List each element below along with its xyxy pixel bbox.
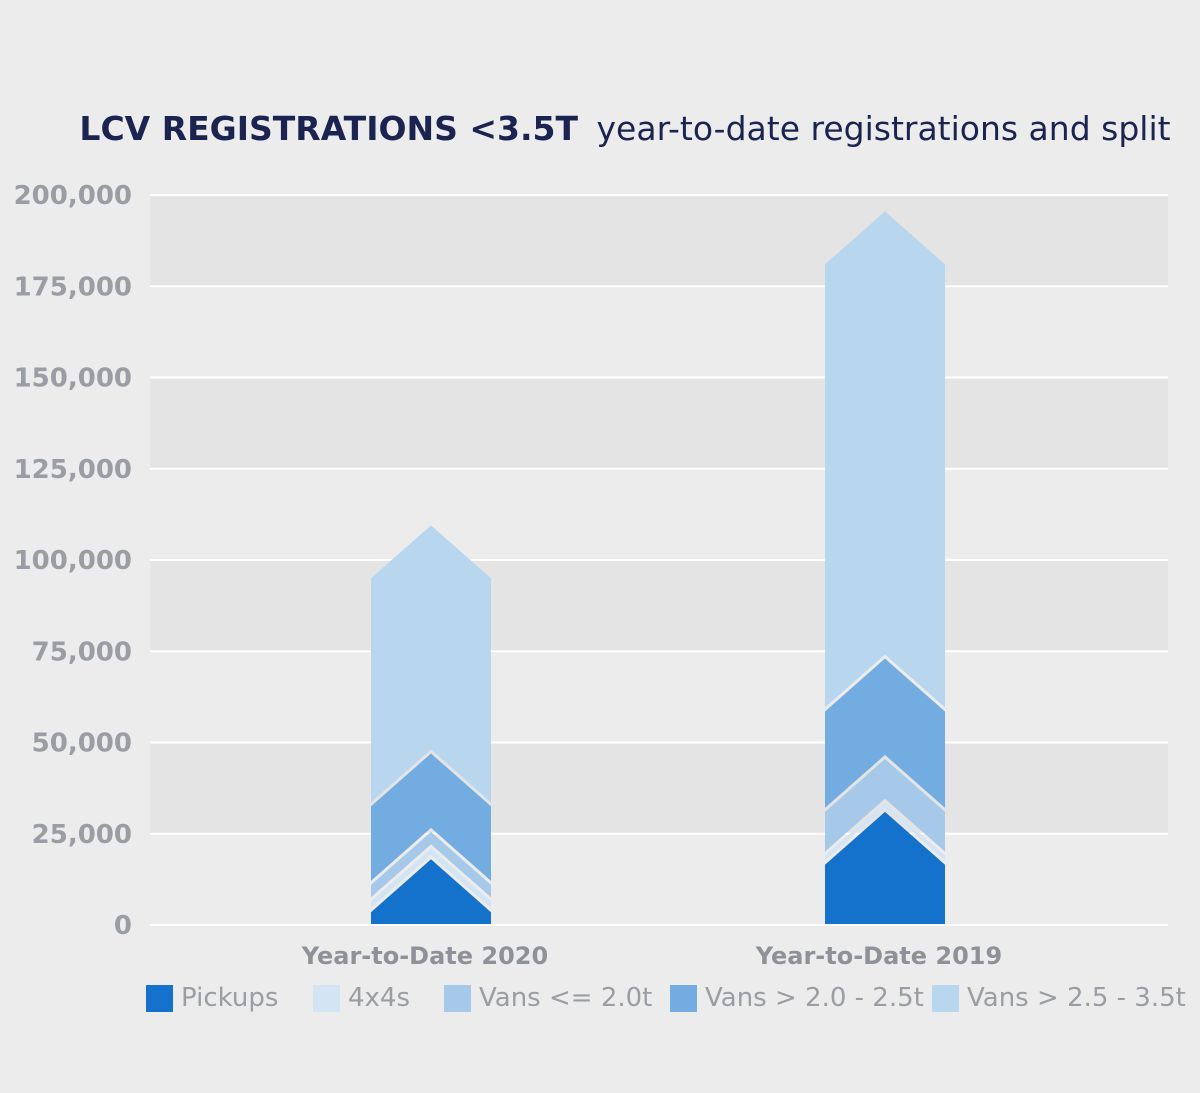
grid-band bbox=[150, 560, 1168, 652]
y-tick-label: 50,000 bbox=[32, 729, 132, 759]
legend-swatch bbox=[444, 985, 471, 1012]
chart-title: LCV REGISTRATIONS <3.5T year-to-date reg… bbox=[79, 109, 1170, 148]
bar-segment-pickups bbox=[371, 859, 491, 925]
legend-label: Vans > 2.0 - 2.5t bbox=[705, 983, 924, 1013]
legend-label: Vans <= 2.0t bbox=[479, 983, 652, 1013]
bar-segment-vans-2-0t bbox=[371, 831, 491, 898]
y-tick-label: 200,000 bbox=[14, 181, 132, 211]
grid-band bbox=[150, 286, 1168, 378]
legend-swatch bbox=[313, 985, 340, 1012]
grid-band bbox=[150, 195, 1168, 287]
grid-band bbox=[150, 651, 1168, 743]
legend-swatch bbox=[670, 985, 697, 1012]
legend-label: Vans > 2.5 - 3.5t bbox=[967, 983, 1186, 1013]
y-tick-label: 125,000 bbox=[14, 455, 132, 485]
grid-band bbox=[150, 468, 1168, 560]
y-tick-label: 150,000 bbox=[14, 364, 132, 394]
bar-segment-vans-2-5-3-5t bbox=[825, 211, 945, 708]
bar-segment-vans-2-0-2-5t bbox=[825, 658, 945, 808]
x-category-label: Year-to-Date 2019 bbox=[755, 942, 1002, 970]
bar-segment-vans-2-0-2-5t bbox=[371, 753, 491, 881]
bars bbox=[371, 211, 945, 925]
legend-swatch bbox=[932, 985, 959, 1012]
legend-label: 4x4s bbox=[348, 983, 410, 1013]
chart-title-bold: LCV REGISTRATIONS <3.5T bbox=[79, 109, 578, 148]
grid-band bbox=[150, 742, 1168, 834]
y-tick-label: 0 bbox=[114, 911, 132, 941]
grid-band bbox=[150, 833, 1168, 925]
chart-title-rest: year-to-date registrations and split bbox=[597, 109, 1171, 148]
y-tick-label: 100,000 bbox=[14, 546, 132, 576]
legend-label: Pickups bbox=[181, 983, 278, 1013]
y-tick-label: 175,000 bbox=[14, 272, 132, 302]
grid-bands bbox=[150, 195, 1168, 925]
x-category-label: Year-to-Date 2020 bbox=[301, 942, 548, 970]
grid-band bbox=[150, 377, 1168, 469]
y-axis: 0 25,000 50,000 75,000 100,000 125,000 150,000… bbox=[14, 181, 132, 941]
y-tick-label: 25,000 bbox=[32, 820, 132, 850]
bar-segment-vans-2-0t bbox=[825, 758, 945, 852]
y-tick-label: 75,000 bbox=[32, 637, 132, 667]
legend-swatch bbox=[146, 985, 173, 1012]
x-axis: Year-to-Date 2020 Year-to-Date 2019 bbox=[150, 924, 1168, 970]
bar-segment-pickups bbox=[825, 811, 945, 925]
bar-segment-vans-2-5-3-5t bbox=[371, 525, 491, 803]
legend: Pickups 4x4s Vans <= 2.0t Vans > 2.0 - 2.5t… bbox=[146, 983, 1186, 1013]
